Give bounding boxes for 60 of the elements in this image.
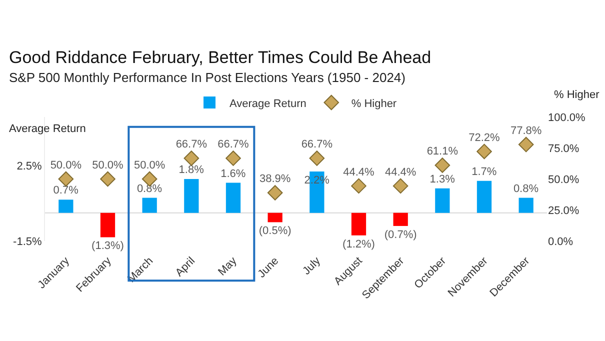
data-label: 0.8% — [513, 182, 539, 195]
bar — [142, 198, 157, 213]
bar — [268, 212, 282, 222]
bar — [226, 182, 241, 213]
y2-tick-label: 75.0% — [548, 142, 580, 155]
point — [226, 150, 241, 166]
bar — [351, 212, 366, 236]
point — [518, 136, 534, 152]
point — [351, 178, 366, 194]
data-label: 0.7% — [53, 184, 79, 197]
data-label: 50.0% — [92, 159, 124, 172]
point — [184, 150, 200, 166]
data-label: 44.4% — [343, 166, 375, 178]
data-label: 50.0% — [50, 159, 82, 172]
data-label: (1.2%) — [342, 238, 375, 250]
data-label: 0.8% — [136, 182, 162, 195]
bar — [393, 212, 408, 226]
y-tick-label: -1.5% — [13, 236, 42, 248]
data-label: 1.7% — [472, 166, 497, 178]
data-label: 1.8% — [178, 164, 204, 176]
x-tick-label: May — [216, 254, 240, 278]
point — [100, 171, 116, 187]
bar — [58, 200, 74, 213]
point — [434, 158, 450, 173]
y2-tick-label: 0.0% — [548, 236, 574, 248]
bar — [184, 179, 199, 213]
bar — [518, 198, 534, 213]
data-label: 44.4% — [384, 166, 416, 178]
bar — [435, 188, 450, 213]
y-tick-label: 2.5% — [16, 160, 42, 173]
y2-tick-label: 25.0% — [548, 204, 580, 217]
bar — [100, 212, 116, 238]
data-label: (1.3%) — [92, 240, 124, 252]
point — [58, 171, 74, 187]
data-label: 50.0% — [134, 159, 166, 172]
bar — [476, 180, 492, 213]
y2-axis-title: % Higher — [554, 89, 600, 101]
point — [309, 150, 325, 166]
data-label: 66.7% — [301, 138, 333, 151]
point — [392, 178, 408, 194]
data-label: 77.8% — [510, 124, 542, 137]
data-label: (0.5%) — [258, 225, 292, 238]
x-tick-label: July — [300, 254, 324, 278]
data-label: (0.7%) — [384, 228, 417, 241]
chart-subtitle: S&P 500 Monthly Performance In Post Elections Years (1950 - 2024) — [9, 70, 406, 85]
chart-title: Good Riddance February, Better Times Could Be Ahead — [9, 48, 432, 67]
data-label: 66.7% — [218, 138, 250, 151]
point — [267, 185, 283, 200]
y2-tick-label: 100.0% — [548, 112, 586, 124]
data-label: 61.1% — [426, 146, 458, 158]
data-label: 1.6% — [220, 168, 246, 180]
point — [476, 144, 492, 160]
data-label: 72.2% — [468, 132, 500, 144]
legend-label: % Higher — [351, 98, 397, 110]
data-label: 1.3% — [430, 173, 456, 186]
data-label: 38.9% — [259, 173, 291, 186]
y2-tick-label: 50.0% — [548, 174, 580, 186]
y-axis-title: Average Return — [9, 123, 86, 135]
data-label: 66.7% — [176, 138, 208, 151]
legend-label: Average Return — [230, 98, 306, 110]
